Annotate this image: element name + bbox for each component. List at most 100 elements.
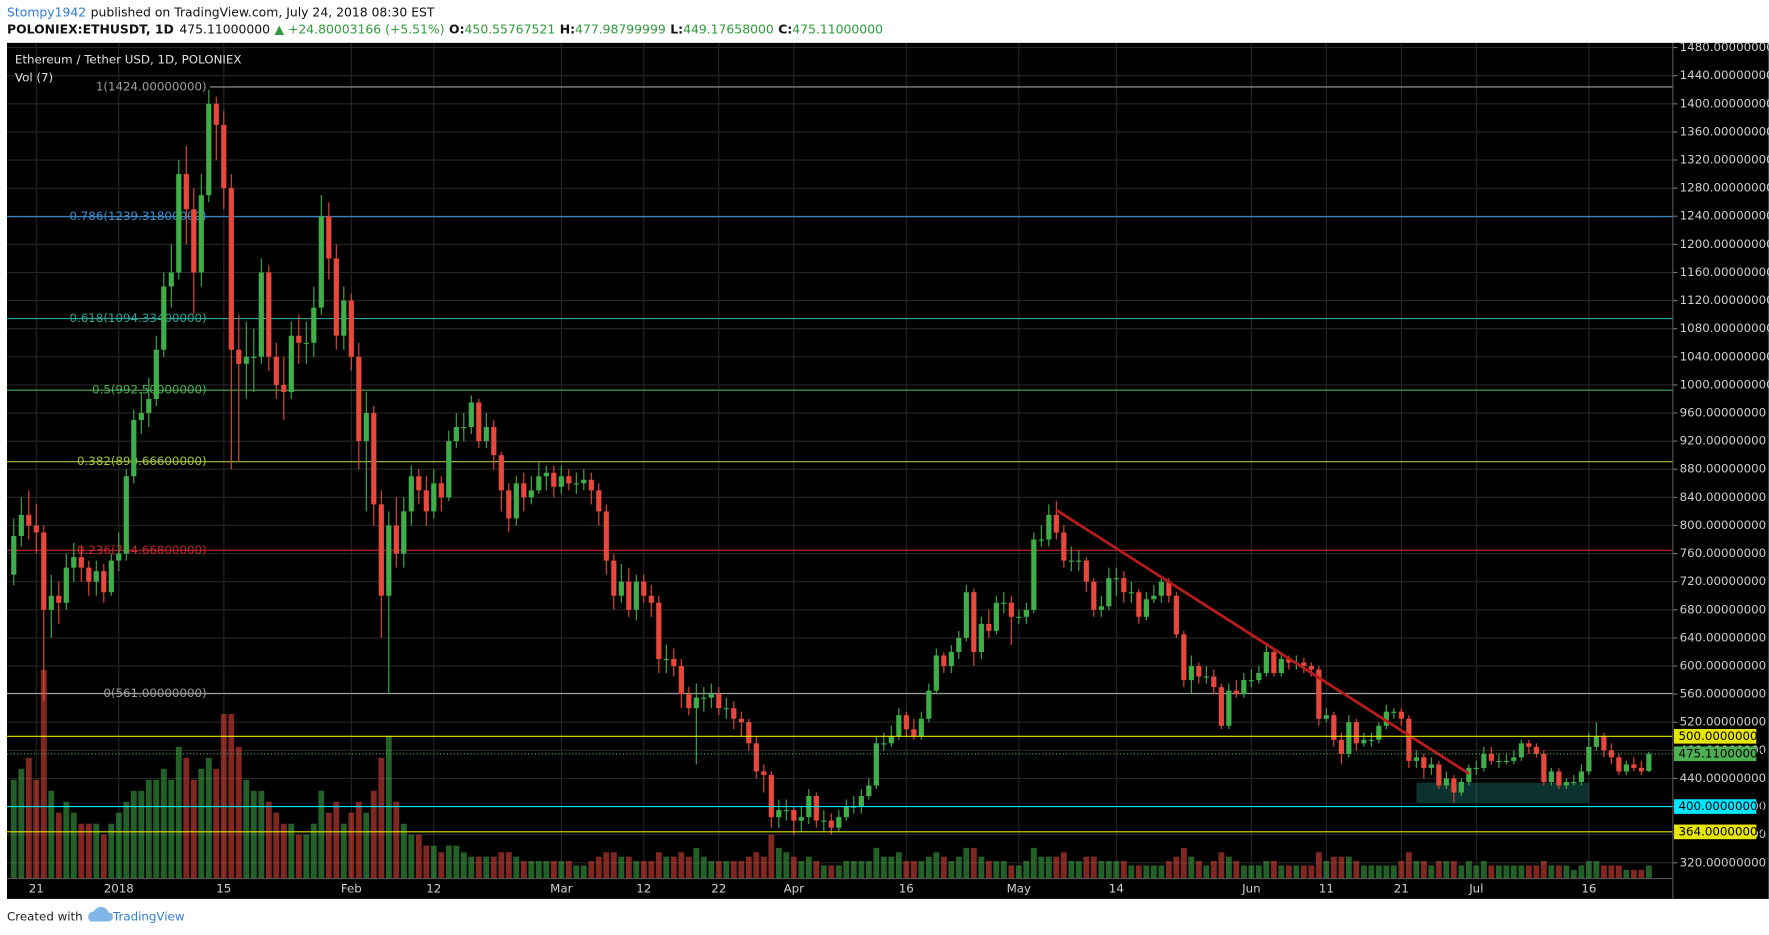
candle-body [281, 384, 287, 392]
volume-bar [730, 861, 737, 879]
plot: 320.00000000360.00000000400.00000000440.… [7, 40, 1769, 895]
volume-bar [78, 823, 85, 879]
candle-body [161, 286, 167, 350]
l-label: L: [670, 21, 683, 36]
candle-body [783, 810, 789, 812]
candle-body [1233, 690, 1239, 695]
volume-bar [1188, 856, 1195, 879]
volume-bar [378, 757, 385, 879]
x-tick-label: May [1007, 881, 1031, 895]
volume-bar [1053, 856, 1060, 879]
y-tick-label: 1040.00000000 [1680, 349, 1769, 363]
candle-body [378, 504, 384, 596]
candle-body [993, 602, 999, 631]
author[interactable]: Stompy1942 [7, 4, 86, 19]
volume-bar [1525, 865, 1532, 879]
volume-bar [1083, 856, 1090, 879]
candle-body [326, 216, 332, 259]
volume-bar [430, 845, 437, 879]
candle-body [1518, 743, 1524, 758]
published: published on TradingView.com, July 24, 2… [91, 4, 435, 19]
candle-body [1188, 666, 1194, 681]
volume-bar [355, 801, 362, 879]
volume-bar [1105, 861, 1112, 879]
volume-bar [1623, 869, 1630, 879]
volume-bar [213, 768, 220, 879]
trendline [1055, 508, 1470, 775]
candle-body [971, 592, 977, 652]
candle-body [311, 307, 317, 343]
candle-body [1023, 609, 1029, 617]
volume-bar [1585, 861, 1592, 879]
volume-bar [850, 861, 857, 879]
volume-bar [925, 856, 932, 879]
candle-body [1053, 514, 1059, 533]
volume-bar [790, 856, 797, 879]
candle-body [1091, 581, 1097, 610]
x-tick-label: Feb [341, 881, 362, 895]
candle-body [918, 718, 924, 737]
volume-bar [708, 861, 715, 879]
volume-label: Vol (7) [15, 70, 53, 84]
volume-bar [333, 801, 340, 879]
candle-body [1286, 658, 1292, 663]
candle-body [468, 402, 474, 428]
x-tick-label: 11 [1319, 881, 1334, 895]
volume-bar [1420, 861, 1427, 879]
candle-body [558, 476, 564, 487]
volume-bar [48, 790, 55, 879]
candle-body [1218, 687, 1224, 726]
x-tick-label: 21 [29, 881, 44, 895]
volume-bar [115, 812, 122, 879]
candle-body [1068, 560, 1074, 562]
volume-bar [63, 801, 70, 879]
volume-bar [1645, 865, 1652, 879]
candle-body [491, 427, 497, 456]
x-tick-label: Jun [1241, 881, 1260, 895]
candle-body [1031, 539, 1037, 610]
volume-bar [828, 865, 835, 879]
y-tick-label: 1000.00000000 [1680, 377, 1769, 391]
footer-brand[interactable]: TradingView [112, 909, 185, 923]
volume-bar [625, 856, 632, 879]
candle-body [596, 490, 602, 512]
x-tick-label: 12 [426, 881, 441, 895]
volume-bar [55, 812, 62, 879]
candle-body [1631, 764, 1637, 768]
candle-body [108, 560, 114, 593]
volume-bar [1120, 861, 1127, 879]
volume-bar [663, 856, 670, 879]
volume-bar [1450, 861, 1457, 879]
candle-body [356, 356, 362, 442]
chart-title: Ethereum / Tether USD, 1D, POLONIEX [15, 52, 242, 66]
volume-bar [1195, 861, 1202, 879]
candle-body [776, 810, 782, 818]
candle-body [296, 335, 302, 343]
candle-body [731, 708, 737, 719]
change: ▲ +24.80003166 (+5.51%) [275, 21, 445, 36]
volume-bar [978, 856, 985, 879]
last-price: 475.11000000 [179, 21, 270, 36]
volume-bar [1015, 865, 1022, 879]
volume-bar [550, 861, 557, 879]
volume-bar [438, 852, 445, 879]
volume-bar [1045, 856, 1052, 879]
volume-bar [1030, 847, 1037, 879]
logo [88, 906, 114, 922]
volume-bar [1315, 852, 1322, 879]
candle-body [333, 258, 339, 336]
x-tick-label: 16 [1581, 881, 1596, 895]
volume-bar [325, 812, 332, 879]
candle-body [1398, 711, 1404, 719]
candle-body [438, 483, 444, 498]
volume-bar [1345, 856, 1352, 879]
candle-body [483, 427, 489, 442]
volume-bar [25, 757, 32, 879]
volume-bar [1548, 865, 1555, 879]
candle-body [1548, 771, 1554, 782]
volume-bar [805, 856, 812, 879]
y-tick-label: 680.00000000 [1680, 602, 1767, 616]
y-tick-label: 1240.00000000 [1680, 209, 1769, 223]
candle-body [48, 595, 54, 610]
candle-body [1098, 606, 1104, 610]
